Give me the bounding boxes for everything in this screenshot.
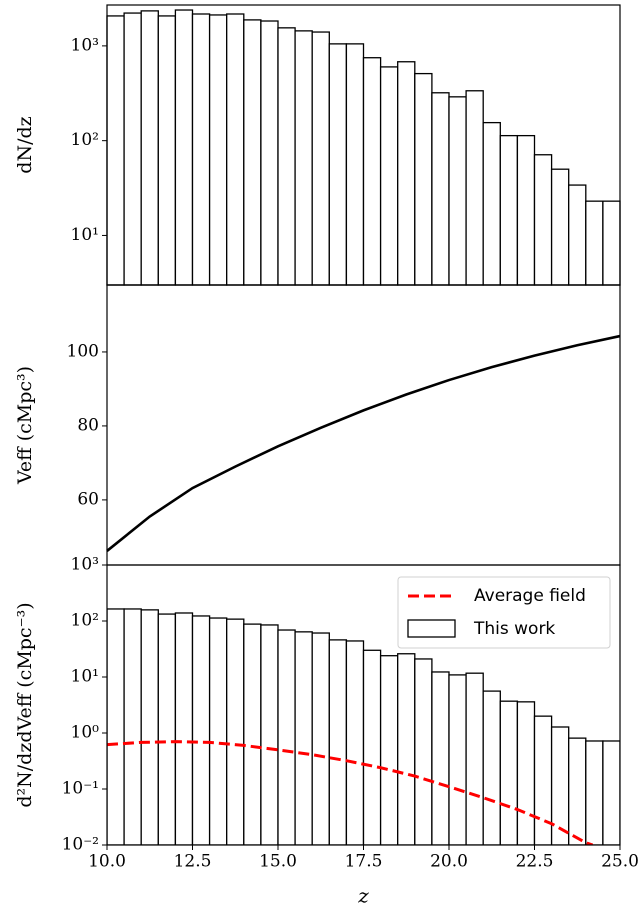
bar bbox=[533, 154, 553, 286]
bar bbox=[533, 715, 553, 845]
bar bbox=[208, 14, 228, 286]
y-tick-label: 10² bbox=[71, 611, 99, 631]
bar bbox=[585, 740, 604, 845]
bar bbox=[106, 15, 125, 286]
y-tick-label: 10⁰ bbox=[71, 723, 100, 743]
bar bbox=[328, 43, 348, 286]
y-tick-label: 10³ bbox=[71, 35, 99, 55]
x-tick-label: 20.0 bbox=[430, 852, 468, 872]
x-tick-label: 12.5 bbox=[174, 852, 212, 872]
bar bbox=[397, 61, 416, 286]
bar bbox=[123, 608, 142, 845]
bar bbox=[379, 66, 399, 286]
bar bbox=[362, 57, 382, 286]
bar bbox=[191, 13, 211, 286]
bar bbox=[277, 629, 296, 845]
bar bbox=[345, 640, 365, 845]
bar bbox=[328, 639, 348, 845]
legend-label: This work bbox=[473, 619, 555, 639]
bar bbox=[174, 9, 194, 286]
x-tick-label: 17.5 bbox=[345, 852, 383, 872]
bar bbox=[157, 613, 177, 845]
y-tick-label: 10⁻¹ bbox=[62, 779, 99, 799]
y-tick-label: 10¹ bbox=[71, 225, 99, 245]
y-axis-label: d²N/dzdVeff (cMpc⁻³) bbox=[14, 602, 36, 807]
bar bbox=[448, 674, 467, 845]
y-tick-label: 60 bbox=[77, 489, 99, 509]
y-tick-label: 80 bbox=[77, 415, 99, 435]
legend-swatch bbox=[407, 619, 456, 638]
bar bbox=[397, 653, 416, 845]
axes-frame bbox=[106, 284, 621, 566]
bar bbox=[243, 19, 262, 286]
y-axis-label: dN/dz bbox=[14, 116, 36, 173]
bar bbox=[294, 631, 313, 845]
bar bbox=[568, 737, 587, 845]
x-tick-label: 10.0 bbox=[88, 852, 126, 872]
bar bbox=[107, 608, 125, 845]
bar bbox=[260, 624, 279, 845]
bar bbox=[602, 200, 621, 286]
bar bbox=[123, 12, 142, 286]
bar bbox=[516, 701, 536, 845]
bar bbox=[208, 617, 228, 845]
bar bbox=[414, 658, 433, 845]
bar bbox=[277, 27, 296, 286]
bar bbox=[431, 671, 450, 845]
bar bbox=[140, 10, 159, 286]
y-tick-label: 10¹ bbox=[71, 667, 99, 687]
panel bbox=[106, 9, 621, 286]
legend-label: Average field bbox=[474, 586, 586, 606]
bar bbox=[311, 632, 330, 845]
bar bbox=[482, 690, 501, 845]
bar bbox=[602, 740, 620, 845]
bar bbox=[243, 623, 262, 845]
bar bbox=[568, 184, 587, 286]
bar bbox=[585, 200, 604, 286]
bar bbox=[379, 655, 399, 845]
y-tick-label: 10² bbox=[71, 130, 99, 150]
bar bbox=[226, 618, 245, 845]
bar bbox=[414, 72, 433, 286]
bar bbox=[516, 134, 536, 286]
y-tick-label: 10³ bbox=[71, 555, 99, 575]
bar bbox=[226, 13, 245, 286]
bar bbox=[465, 90, 484, 286]
bar bbox=[499, 134, 519, 286]
bar bbox=[431, 92, 450, 286]
panel bbox=[107, 608, 620, 845]
bar bbox=[294, 30, 313, 286]
bar bbox=[465, 672, 484, 845]
bar bbox=[482, 121, 501, 286]
x-tick-label: 15.0 bbox=[259, 852, 297, 872]
y-axis-label: Veff (cMpc³) bbox=[14, 366, 36, 485]
bar bbox=[362, 649, 382, 845]
bar bbox=[311, 31, 330, 286]
x-tick-label: 22.5 bbox=[516, 852, 554, 872]
line bbox=[107, 740, 594, 845]
bar bbox=[550, 168, 570, 286]
bar bbox=[140, 609, 159, 845]
x-tick-label: 25.0 bbox=[601, 852, 639, 872]
bar bbox=[345, 43, 365, 286]
bar bbox=[260, 20, 279, 286]
bar bbox=[191, 615, 211, 845]
bar bbox=[157, 15, 177, 286]
x-axis-label: z bbox=[357, 884, 369, 908]
bar bbox=[499, 700, 519, 845]
bar bbox=[174, 612, 194, 845]
line bbox=[106, 334, 621, 552]
bar bbox=[448, 96, 467, 286]
y-tick-label: 10⁻² bbox=[62, 835, 99, 855]
y-tick-label: 100 bbox=[67, 341, 99, 361]
